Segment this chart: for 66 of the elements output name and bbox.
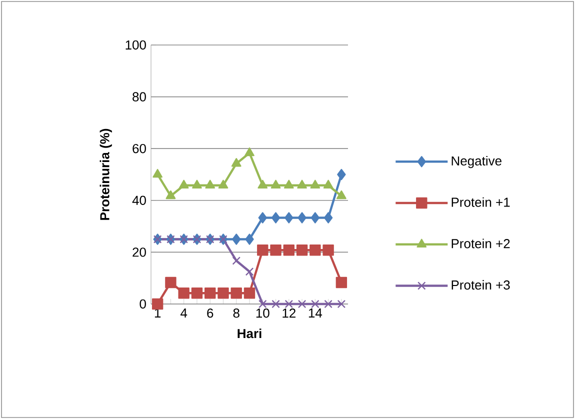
point [337,300,346,308]
point [284,180,294,188]
point [297,180,307,188]
y-axis-title: Proteinuria (%) [100,128,112,220]
x-tick-label: 12 [282,308,296,318]
point [245,234,254,245]
point [337,168,346,180]
legend-label: Protein +1 [452,197,510,207]
point [336,190,346,200]
x-axis-title: Hari [238,328,262,338]
point [271,212,280,224]
legend-label: Protein +2 [452,238,510,248]
point [178,288,190,299]
point [322,244,334,256]
y-tick-label: 80 [132,92,146,102]
legend-label: Negative [452,156,502,168]
x-tick-label: 4 [180,308,188,318]
point [283,244,295,256]
y-tick-label: 0 [140,299,146,309]
x-tick-label: 14 [308,308,322,318]
point [204,288,216,299]
point [178,180,189,188]
point [257,244,268,256]
point [270,180,281,188]
point [205,180,216,188]
point [152,298,164,310]
point [258,180,268,188]
point [323,180,334,188]
y-tick-label: 100 [126,40,146,50]
x-tick-label: 8 [233,308,240,318]
x-tick-label: 10 [256,308,270,318]
point [311,300,320,308]
point [230,288,242,299]
legend-label: Protein +3 [452,280,510,290]
point [324,212,333,224]
point [310,180,320,188]
point [258,300,267,308]
point [231,158,242,167]
point [232,234,241,245]
point [324,300,332,308]
point [218,180,228,188]
y-tick-label: 20 [132,248,146,257]
point [191,288,203,299]
point [192,180,202,188]
point [298,212,306,224]
point [166,190,176,200]
point [152,168,162,178]
point [336,276,348,288]
point [284,300,294,308]
point [284,212,294,224]
point [272,300,280,308]
y-tick-label: 40 [132,196,146,205]
point [258,212,267,224]
point [244,288,256,299]
point [296,244,308,256]
point [232,256,241,265]
point [310,244,321,256]
x-tick-label: 6 [207,308,214,318]
point [245,267,254,276]
point [244,147,254,156]
point [310,212,320,224]
point [218,288,229,299]
point [270,244,282,256]
point [298,300,306,308]
point [165,276,176,288]
y-tick-label: 60 [132,144,146,154]
